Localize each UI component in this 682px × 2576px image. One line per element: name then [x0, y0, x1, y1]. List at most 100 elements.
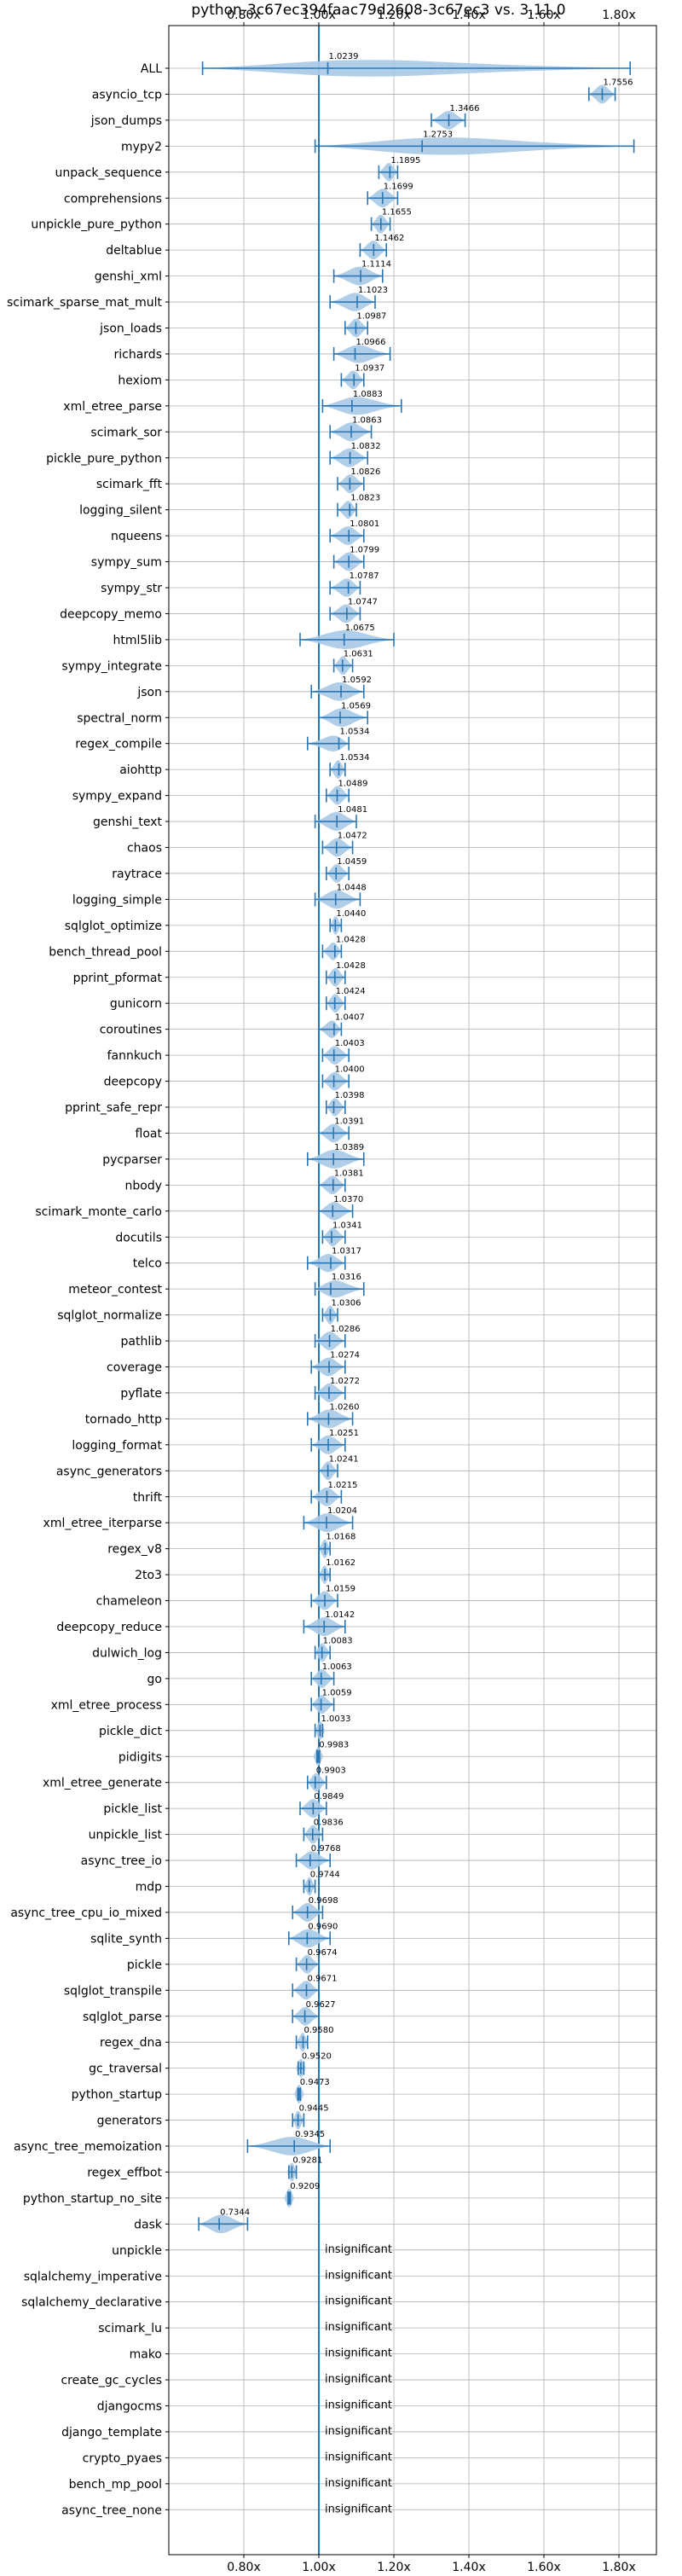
insignificant-label: insignificant — [325, 2425, 392, 2438]
category-label: sqlalchemy_declarative — [21, 2296, 162, 2310]
value-label: 1.1023 — [358, 286, 388, 295]
category-label: scimark_fft — [96, 478, 163, 491]
category-label: unpickle — [112, 2244, 162, 2258]
category-label: deepcopy_memo — [60, 607, 162, 621]
category-label: async_tree_none — [61, 2503, 162, 2517]
x-tick-label-bottom: 1.80x — [602, 2561, 635, 2574]
category-label: pickle_dict — [99, 1725, 163, 1738]
value-label: 1.0389 — [334, 1143, 364, 1152]
value-label: 1.1699 — [384, 182, 413, 191]
x-tick-label-top: 1.00x — [302, 9, 335, 22]
category-label: bench_thread_pool — [49, 945, 162, 959]
value-label: 1.0489 — [338, 780, 368, 789]
category-label: xml_etree_generate — [43, 1777, 162, 1790]
category-label: mypy2 — [121, 140, 162, 154]
category-label: meteor_contest — [68, 1283, 162, 1297]
value-label: 1.0162 — [326, 1558, 355, 1568]
value-label: 1.0569 — [341, 701, 371, 711]
category-label: json — [136, 686, 162, 699]
x-tick-label-bottom: 1.40x — [452, 2561, 485, 2574]
plot-marks: 1.0239 1.7556 1.3466 1.2753 1.1895 1.1699 1.16… — [198, 26, 635, 2555]
category-label: tornado_http — [85, 1413, 162, 1426]
insignificant-label: insignificant — [325, 2347, 392, 2360]
category-label: scimark_sor — [90, 426, 162, 439]
value-label: 1.0937 — [355, 363, 384, 373]
value-label: 1.0448 — [337, 883, 367, 892]
x-tick-label-top: 1.80x — [602, 9, 635, 22]
category-label: hexiom — [118, 374, 162, 387]
category-label: pidigits — [118, 1750, 162, 1764]
category-label: dask — [134, 2218, 163, 2231]
category-label: sympy_str — [101, 582, 162, 595]
category-label: async_tree_memoization — [14, 2140, 162, 2154]
category-label: coverage — [107, 1361, 162, 1375]
category-label: regex_effbot — [87, 2166, 162, 2179]
value-label: 1.1895 — [390, 156, 420, 165]
value-label: 0.9445 — [299, 2104, 329, 2114]
category-label: regex_compile — [75, 738, 162, 751]
value-label: 1.0459 — [337, 857, 367, 867]
category-label: json_dumps — [90, 114, 162, 128]
value-label: 1.0083 — [323, 1636, 353, 1645]
category-label: djangocms — [97, 2400, 162, 2414]
category-label: sympy_expand — [72, 790, 162, 804]
value-label: 0.9674 — [308, 1948, 338, 1958]
category-label: xml_etree_parse — [63, 400, 162, 414]
category-label: gunicorn — [110, 997, 162, 1011]
chart-title: python-3c67ec394faac79d2608-3c67ec3 vs. … — [191, 2, 565, 19]
category-label: spectral_norm — [77, 711, 162, 725]
category-label: python_startup_no_site — [23, 2192, 162, 2206]
value-label: 1.0274 — [330, 1351, 360, 1361]
category-label: comprehensions — [64, 192, 162, 206]
category-label: float — [136, 1127, 163, 1140]
category-label: sqlglot_optimize — [65, 920, 162, 933]
grid-lines — [169, 26, 656, 2555]
insignificant-label: insignificant — [325, 2451, 392, 2463]
value-label: 0.9698 — [309, 1896, 338, 1906]
category-label: unpickle_list — [89, 1829, 163, 1842]
value-label: 1.0370 — [333, 1195, 363, 1204]
value-label: 1.7556 — [603, 78, 633, 87]
value-label: 0.9627 — [306, 2000, 336, 2010]
value-label: 0.9281 — [292, 2155, 322, 2165]
category-label: pickle_list — [103, 1802, 162, 1816]
value-label: 1.1114 — [361, 260, 391, 270]
insignificant-label: insignificant — [325, 2321, 392, 2334]
x-tick-label-bottom: 1.20x — [377, 2561, 410, 2574]
category-label: pyflate — [120, 1387, 162, 1401]
category-label: deepcopy — [104, 1076, 162, 1089]
x-tick-label-top: 1.40x — [452, 9, 485, 22]
value-label: 1.0631 — [344, 649, 373, 659]
insignificant-label: insignificant — [325, 2243, 392, 2256]
value-label: 0.9209 — [290, 2182, 320, 2191]
category-label: pprint_safe_repr — [65, 1101, 162, 1115]
value-label: 1.0424 — [336, 987, 366, 996]
category-label: xml_etree_iterparse — [43, 1517, 162, 1530]
category-label: json_loads — [99, 322, 162, 336]
insignificant-label: insignificant — [325, 2373, 392, 2386]
value-label: 1.0317 — [332, 1247, 361, 1256]
value-label: 1.0472 — [338, 832, 367, 841]
value-label: 1.0863 — [352, 415, 382, 425]
value-label: 1.0407 — [335, 1013, 365, 1023]
category-label: thrift — [133, 1491, 163, 1505]
category-label: logging_format — [72, 1439, 162, 1453]
category-label: go — [147, 1673, 162, 1686]
category-label: mdp — [136, 1881, 163, 1894]
value-label: 1.0260 — [329, 1402, 359, 1412]
category-label: coroutines — [100, 1024, 162, 1037]
value-label: 1.0159 — [326, 1585, 355, 1594]
value-label: 1.0400 — [335, 1065, 365, 1075]
value-label: 1.2753 — [423, 130, 453, 139]
category-label: pathlib — [121, 1335, 163, 1349]
category-label: sqlglot_parse — [83, 2010, 162, 2024]
axis-ticks: 0.80x 0.80x 1.00x 1.00x 1.20x 1.20x 1.40x 1.40x… — [165, 9, 636, 2574]
category-label: create_gc_cycles — [61, 2374, 162, 2387]
x-tick-label-top: 1.60x — [527, 9, 560, 22]
category-label: bench_mp_pool — [69, 2478, 162, 2492]
category-label: xml_etree_process — [51, 1698, 162, 1712]
value-label: 1.0966 — [356, 338, 386, 347]
value-label: 1.3466 — [450, 104, 480, 113]
category-labels: ALL asyncio_tcp json_dumps mypy2 unpack_sequ… — [7, 62, 163, 2517]
